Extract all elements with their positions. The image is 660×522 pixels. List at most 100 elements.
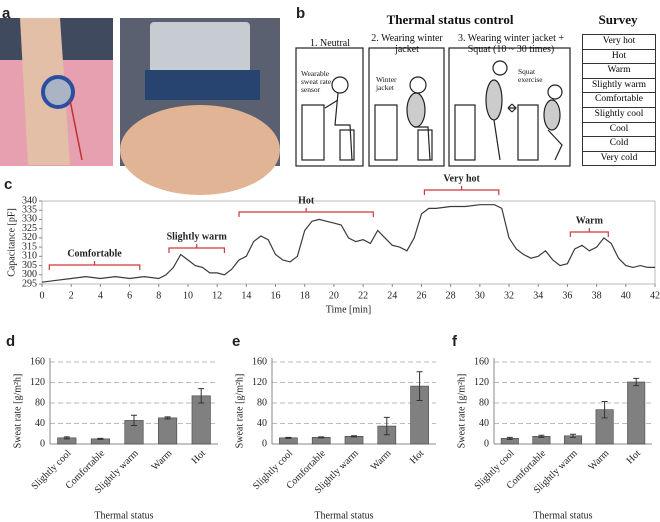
x-tick-label: Hot bbox=[408, 448, 427, 467]
y-tick-label: 335 bbox=[22, 205, 37, 216]
y-tick-label: 300 bbox=[22, 269, 37, 280]
x-tick-label: 6 bbox=[127, 290, 132, 301]
error-bar bbox=[570, 433, 576, 438]
y-tick-label: 340 bbox=[22, 195, 37, 206]
y-tick-label: 120 bbox=[252, 377, 267, 388]
y-tick-label: 120 bbox=[474, 377, 489, 388]
error-bar bbox=[164, 416, 171, 420]
y-tick-label: 160 bbox=[252, 356, 267, 367]
bar bbox=[627, 381, 646, 445]
y-tick-label: 305 bbox=[22, 260, 37, 271]
error-bar bbox=[633, 377, 640, 387]
survey-item: Very hot bbox=[583, 35, 655, 50]
x-tick-label: 20 bbox=[329, 290, 339, 301]
annotation-bracket bbox=[569, 228, 609, 237]
annotation-label: Warm bbox=[576, 215, 604, 226]
bar bbox=[158, 417, 178, 445]
panel-title: Thermal status control bbox=[386, 12, 514, 27]
annotation-bracket bbox=[238, 208, 374, 217]
x-tick-label: Warm bbox=[586, 448, 611, 473]
y-tick-label: 325 bbox=[22, 223, 37, 234]
y-tick-label: 80 bbox=[257, 397, 267, 408]
x-tick-label: 26 bbox=[416, 290, 426, 301]
y-tick-label: 320 bbox=[22, 232, 37, 243]
annotation-label: Comfortable bbox=[67, 248, 122, 259]
panel-label: b bbox=[296, 5, 305, 22]
x-tick-label: 24 bbox=[387, 290, 397, 301]
annotation-label: Hot bbox=[298, 195, 315, 206]
survey-table: Very hot Hot Warm Slightly warm Comfortable S… bbox=[582, 34, 656, 167]
error-bar bbox=[97, 437, 104, 440]
x-tick-label: 30 bbox=[475, 290, 485, 301]
y-tick-label: 0 bbox=[262, 438, 267, 449]
survey-item: Cool bbox=[583, 123, 655, 138]
x-tick-label: 28 bbox=[446, 290, 456, 301]
x-tick-label: 32 bbox=[504, 290, 514, 301]
x-axis-title: Thermal status bbox=[314, 510, 373, 521]
error-bar bbox=[318, 436, 325, 439]
x-tick-label: 34 bbox=[533, 290, 543, 301]
photo-sensor bbox=[120, 18, 280, 195]
error-bar bbox=[131, 414, 137, 427]
callout: Squat exercise bbox=[518, 67, 543, 84]
error-bar bbox=[416, 371, 423, 401]
error-bar bbox=[285, 436, 292, 439]
x-tick-label: 2 bbox=[69, 290, 74, 301]
x-tick-label: 4 bbox=[98, 290, 103, 301]
annotation-bracket bbox=[168, 244, 226, 253]
x-tick-label: 8 bbox=[156, 290, 161, 301]
x-tick-label: 40 bbox=[621, 290, 631, 301]
x-tick-label: 18 bbox=[300, 290, 310, 301]
panel-label: f bbox=[452, 333, 458, 350]
x-tick-label: 22 bbox=[358, 290, 368, 301]
error-bar bbox=[538, 434, 545, 438]
panel-label: e bbox=[232, 333, 240, 350]
y-tick-label: 80 bbox=[479, 397, 489, 408]
survey-item: Warm bbox=[583, 64, 655, 79]
y-axis-title: Sweat rate [g/m²h] bbox=[456, 374, 467, 449]
bar bbox=[344, 436, 364, 445]
x-tick-label: 42 bbox=[650, 290, 660, 301]
y-tick-label: 330 bbox=[22, 214, 37, 225]
step-label: 2. Wearing winter jacket bbox=[371, 33, 443, 55]
y-tick-label: 295 bbox=[22, 278, 37, 289]
x-tick-label: Hot bbox=[190, 448, 209, 467]
survey-item: Slightly cool bbox=[583, 108, 655, 123]
step-label: 1. Neutral bbox=[310, 38, 350, 49]
survey-item: Cold bbox=[583, 137, 655, 152]
error-bar bbox=[63, 436, 70, 440]
x-axis-title: Thermal status bbox=[94, 510, 153, 521]
annotation-label: Very hot bbox=[443, 173, 480, 184]
x-tick-label: 0 bbox=[40, 290, 45, 301]
x-tick-label: Warm bbox=[149, 448, 174, 473]
x-axis-title: Thermal status bbox=[533, 510, 592, 521]
error-bar bbox=[383, 416, 390, 436]
x-tick-label: 14 bbox=[241, 290, 251, 301]
panel-label: c bbox=[4, 176, 12, 193]
x-tick-label: 36 bbox=[562, 290, 572, 301]
survey-item: Comfortable bbox=[583, 93, 655, 108]
y-tick-label: 40 bbox=[35, 418, 45, 429]
panel-label: d bbox=[6, 333, 15, 350]
y-tick-label: 160 bbox=[30, 356, 45, 367]
step-label: 3. Wearing winter jacket + Squat (10 ~ 3… bbox=[457, 33, 564, 55]
thermal-boxes bbox=[295, 47, 571, 167]
x-axis-title: Time [min] bbox=[326, 304, 371, 315]
error-bar bbox=[601, 400, 608, 419]
survey-item: Slightly warm bbox=[583, 79, 655, 94]
callout: Wearable sweat rate sensor bbox=[301, 69, 332, 94]
error-bar bbox=[506, 436, 513, 440]
callout: Winter jacket bbox=[376, 75, 397, 92]
error-bar bbox=[198, 388, 205, 404]
annotation-label: Slightly warm bbox=[167, 231, 228, 242]
data-line bbox=[41, 204, 655, 283]
y-tick-label: 160 bbox=[474, 356, 489, 367]
error-bar bbox=[351, 435, 357, 438]
y-tick-label: 310 bbox=[22, 251, 37, 262]
y-tick-label: 40 bbox=[479, 418, 489, 429]
x-tick-label: 10 bbox=[183, 290, 193, 301]
x-tick-label: Warm bbox=[369, 448, 394, 473]
photo-wrist bbox=[0, 18, 113, 166]
